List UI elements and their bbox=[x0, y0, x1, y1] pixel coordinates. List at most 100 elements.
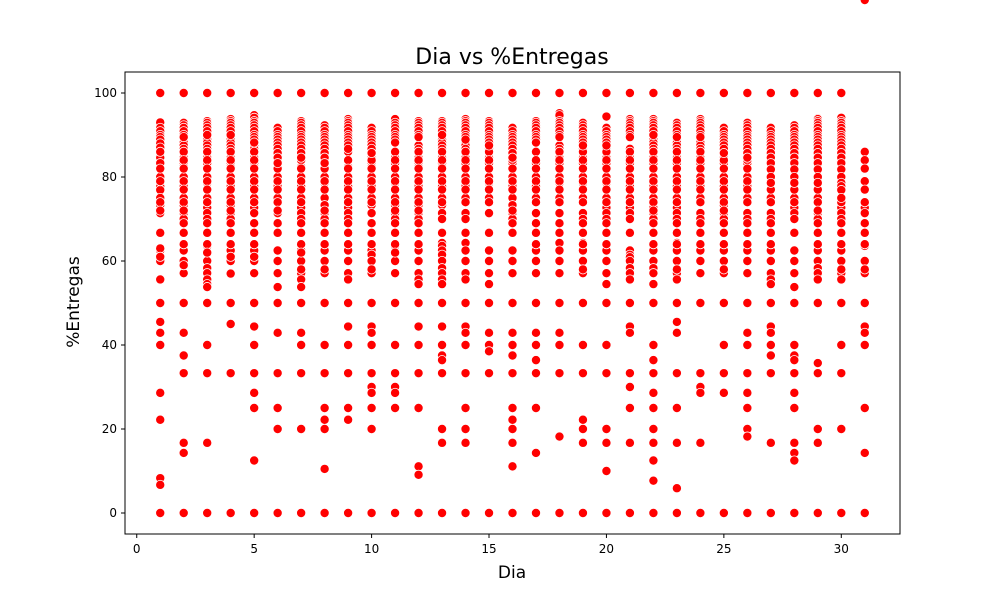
data-point bbox=[390, 163, 401, 174]
data-point bbox=[155, 197, 166, 208]
data-point bbox=[742, 431, 753, 442]
data-point bbox=[202, 176, 213, 187]
data-point bbox=[484, 255, 495, 266]
data-point bbox=[507, 297, 518, 308]
data-point bbox=[178, 197, 189, 208]
x-tick-label: 10 bbox=[364, 542, 379, 556]
data-point bbox=[554, 368, 565, 379]
data-point bbox=[460, 255, 471, 266]
data-point bbox=[507, 350, 518, 361]
data-point bbox=[671, 274, 682, 285]
data-point bbox=[648, 197, 659, 208]
data-point bbox=[577, 255, 588, 266]
y-tick-label: 20 bbox=[102, 422, 117, 436]
data-point bbox=[460, 134, 471, 145]
data-point bbox=[366, 184, 377, 195]
data-point bbox=[272, 268, 283, 279]
data-point bbox=[178, 176, 189, 187]
data-point bbox=[507, 423, 518, 434]
data-point bbox=[601, 279, 612, 290]
data-point bbox=[812, 197, 823, 208]
data-point bbox=[789, 437, 800, 448]
data-point bbox=[742, 268, 753, 279]
data-point bbox=[507, 245, 518, 256]
data-point bbox=[624, 227, 635, 238]
data-point bbox=[601, 423, 612, 434]
data-point bbox=[319, 414, 330, 425]
data-point bbox=[343, 368, 354, 379]
data-point bbox=[577, 507, 588, 518]
chart-title: Dia vs %Entregas bbox=[415, 45, 608, 70]
data-point bbox=[413, 197, 424, 208]
data-point bbox=[202, 282, 213, 293]
data-point bbox=[155, 507, 166, 518]
data-point bbox=[836, 218, 847, 229]
data-point bbox=[789, 507, 800, 518]
data-point bbox=[366, 88, 377, 99]
data-point bbox=[437, 297, 448, 308]
data-point bbox=[296, 423, 307, 434]
data-point bbox=[648, 184, 659, 195]
data-point bbox=[695, 197, 706, 208]
data-point bbox=[648, 88, 659, 99]
data-point bbox=[272, 507, 283, 518]
data-point bbox=[390, 137, 401, 148]
data-point bbox=[765, 437, 776, 448]
data-point bbox=[836, 297, 847, 308]
data-point bbox=[530, 137, 541, 148]
data-point bbox=[155, 88, 166, 99]
x-axis-ticks: 0 5 10 15 20 25 30 bbox=[133, 534, 849, 556]
data-point bbox=[319, 507, 330, 518]
data-point bbox=[671, 155, 682, 166]
data-point bbox=[484, 346, 495, 357]
data-point bbox=[718, 218, 729, 229]
data-point bbox=[836, 192, 847, 203]
data-point bbox=[601, 297, 612, 308]
data-point bbox=[484, 88, 495, 99]
data-point bbox=[601, 268, 612, 279]
data-point bbox=[859, 197, 870, 208]
data-point bbox=[554, 339, 565, 350]
data-point bbox=[554, 297, 565, 308]
data-point bbox=[319, 402, 330, 413]
data-point bbox=[765, 88, 776, 99]
data-point bbox=[272, 176, 283, 187]
data-point bbox=[484, 245, 495, 256]
data-point bbox=[178, 205, 189, 216]
data-point bbox=[765, 327, 776, 338]
data-point bbox=[601, 140, 612, 151]
data-point bbox=[836, 368, 847, 379]
data-point bbox=[648, 339, 659, 350]
y-tick-label: 80 bbox=[102, 170, 117, 184]
data-point bbox=[601, 111, 612, 122]
data-point bbox=[155, 274, 166, 285]
data-point bbox=[249, 137, 260, 148]
data-point bbox=[812, 507, 823, 518]
data-point bbox=[249, 321, 260, 332]
data-point bbox=[319, 264, 330, 275]
data-point bbox=[530, 208, 541, 219]
data-point bbox=[554, 431, 565, 442]
data-point bbox=[272, 205, 283, 216]
data-point bbox=[859, 184, 870, 195]
data-point bbox=[437, 184, 448, 195]
data-point bbox=[390, 197, 401, 208]
data-point bbox=[554, 197, 565, 208]
data-point bbox=[413, 218, 424, 229]
data-point bbox=[319, 368, 330, 379]
data-point bbox=[272, 88, 283, 99]
data-point bbox=[437, 368, 448, 379]
data-point bbox=[319, 297, 330, 308]
data-point bbox=[413, 279, 424, 290]
data-point bbox=[272, 184, 283, 195]
data-point bbox=[390, 297, 401, 308]
data-point bbox=[530, 176, 541, 187]
data-point bbox=[484, 197, 495, 208]
data-point bbox=[178, 350, 189, 361]
data-point bbox=[437, 176, 448, 187]
data-point bbox=[648, 227, 659, 238]
x-tick-label: 5 bbox=[250, 542, 258, 556]
data-point bbox=[366, 197, 377, 208]
data-point bbox=[554, 268, 565, 279]
data-point bbox=[695, 297, 706, 308]
